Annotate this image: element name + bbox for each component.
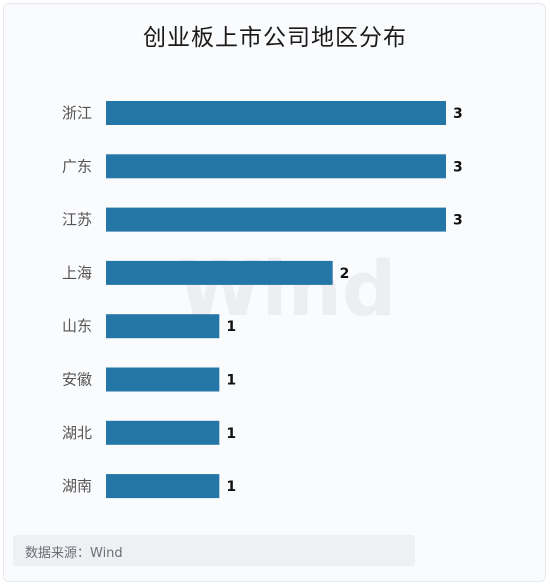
bar [106,314,220,339]
category-label: 上海 [62,264,92,282]
bar [106,260,333,285]
source-text: 数据来源：Wind [25,546,123,561]
value-label: 1 [226,426,236,442]
category-label: 广东 [62,157,92,175]
bar [106,101,446,125]
chart-title: 创业板上市公司地区分布 [143,25,407,51]
chart-card [3,3,546,582]
category-label: 湖南 [62,477,92,495]
source-box: 数据来源：Wind [13,535,415,566]
category-label: 安徽 [62,371,92,389]
category-label: 江苏 [62,211,92,229]
bar [106,420,220,445]
bar [106,474,220,499]
category-label: 湖北 [62,424,92,442]
value-label: 1 [226,479,236,495]
category-label: 山东 [62,317,92,335]
bar [106,367,220,392]
value-label: 1 [226,319,236,335]
category-label: 浙江 [62,104,92,122]
value-label: 1 [226,373,236,389]
bar [106,207,446,232]
value-label: 2 [340,266,350,282]
bar [106,154,446,179]
value-label: 3 [453,159,463,175]
value-label: 3 [453,106,463,122]
value-label: 3 [453,213,463,229]
